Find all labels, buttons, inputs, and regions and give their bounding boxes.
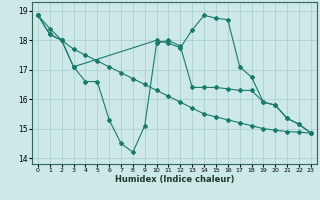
X-axis label: Humidex (Indice chaleur): Humidex (Indice chaleur) bbox=[115, 175, 234, 184]
